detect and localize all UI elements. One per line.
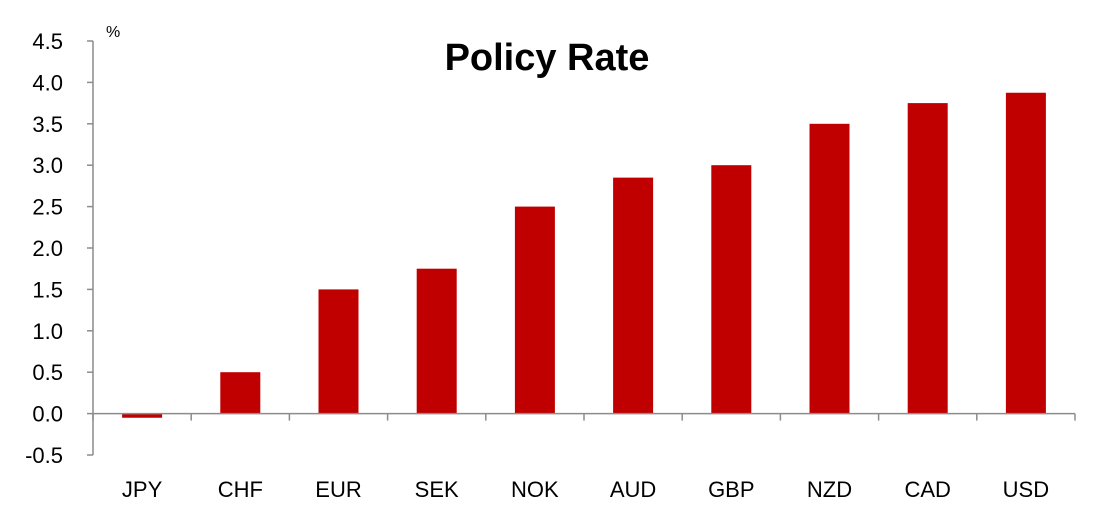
y-tick-label: 4.0 — [32, 70, 63, 95]
x-tick-label-chf: CHF — [218, 477, 263, 502]
x-tick-label-cad: CAD — [904, 477, 950, 502]
bar-aud — [613, 177, 654, 414]
bar-gbp — [711, 165, 752, 414]
chart-title: Policy Rate — [445, 37, 650, 79]
bar-nok — [514, 206, 555, 414]
x-tick-label-jpy: JPY — [122, 477, 163, 502]
y-tick-label: -0.5 — [25, 443, 63, 468]
y-tick-label: 0.0 — [32, 402, 63, 427]
x-tick-label-usd: USD — [1003, 477, 1049, 502]
bar-jpy — [122, 413, 163, 418]
x-tick-label-aud: AUD — [610, 477, 656, 502]
bar-sek — [416, 268, 457, 414]
bar-chf — [220, 372, 261, 414]
y-tick-label: 3.5 — [32, 112, 63, 137]
y-tick-label: 2.5 — [32, 195, 63, 220]
y-unit-label: % — [106, 24, 120, 41]
y-tick-label: 3.0 — [32, 153, 63, 178]
x-tick-label-gbp: GBP — [708, 477, 754, 502]
bar-nzd — [809, 123, 850, 414]
x-tick-label-nok: NOK — [511, 477, 559, 502]
x-tick-label-nzd: NZD — [807, 477, 852, 502]
bar-eur — [318, 289, 359, 414]
bar-cad — [907, 103, 948, 414]
y-axis: -0.5 0.0 0.5 1.0 1.5 2.0 2.5 3.0 3.5 4.0 4.5 — [25, 29, 94, 468]
x-tick-label-eur: EUR — [315, 477, 361, 502]
bars — [122, 92, 1046, 418]
bar-usd — [1005, 92, 1046, 414]
x-axis-labels: JPY CHF EUR SEK NOK AUD GBP NZD CAD USD — [122, 477, 1049, 502]
x-tick-label-sek: SEK — [415, 477, 459, 502]
y-tick-label: 4.5 — [32, 29, 63, 54]
y-tick-label: 1.0 — [32, 319, 63, 344]
x-axis — [92, 412, 1076, 421]
y-tick-label: 2.0 — [32, 236, 63, 261]
y-tick-label: 1.5 — [32, 277, 63, 302]
y-tick-label: 0.5 — [32, 360, 63, 385]
